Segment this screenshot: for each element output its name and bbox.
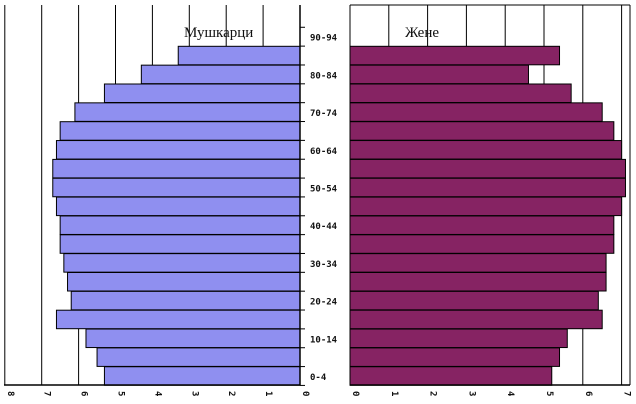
male-bar-80-84 (140, 64, 301, 85)
right-x-tick-label: 3 (466, 391, 476, 396)
male-bar-15-19 (55, 309, 301, 330)
female-bar-65-69 (349, 121, 615, 141)
left-x-tick-label: 5 (116, 391, 126, 396)
right-x-tick-label: 4 (505, 391, 515, 397)
female-bar-25-29 (349, 272, 607, 292)
female-bar-50-54 (349, 177, 626, 198)
male-bar-65-69 (59, 121, 301, 141)
right-x-tick-label: 5 (544, 391, 554, 396)
male-bar-25-29 (67, 272, 301, 292)
male-bar-45-49 (55, 196, 301, 217)
left-x-tick-label: 4 (152, 391, 162, 397)
left-x-tick-labels: 8 7 6 5 4 3 2 1 0 (5, 391, 310, 397)
male-bar-35-39 (59, 234, 301, 254)
age-group-label: 50-54 (310, 185, 338, 195)
female-bar-70-74 (349, 102, 603, 122)
male-bar-30-34 (63, 253, 301, 273)
right-x-tick-label: 0 (350, 391, 360, 396)
female-bar-80-84 (349, 64, 529, 85)
female-series (349, 45, 626, 386)
female-bar-55-59 (349, 158, 626, 179)
female-bar-15-19 (349, 309, 603, 330)
axes (4, 4, 631, 386)
female-bar-0-4 (349, 366, 553, 386)
left-x-tick-label: 0 (300, 391, 310, 396)
left-x-tick-label: 2 (226, 391, 236, 396)
age-group-label: 0-4 (310, 373, 327, 383)
female-bar-30-34 (349, 253, 607, 273)
age-group-label: 90-94 (310, 34, 338, 44)
left-x-tick-label: 7 (42, 391, 52, 396)
right-x-tick-label: 7 (622, 391, 632, 396)
left-x-tick-label: 1 (263, 391, 273, 396)
right-x-tick-label: 1 (389, 391, 399, 396)
female-bar-35-39 (349, 234, 615, 254)
right-x-tick-labels: 0 1 2 3 4 5 6 7 (350, 391, 632, 397)
female-bar-75-79 (349, 83, 572, 103)
right-x-tick-label: 2 (428, 391, 438, 396)
male-bar-75-79 (103, 83, 301, 103)
female-bar-40-44 (349, 215, 615, 235)
male-bar-20-24 (70, 290, 301, 311)
age-group-label: 10-14 (310, 335, 338, 345)
male-bar-5-9 (96, 347, 301, 367)
male-bar-85-89 (177, 45, 301, 66)
right-x-tick-label: 6 (583, 391, 593, 396)
age-group-label: 30-34 (310, 260, 338, 270)
age-group-label: 20-24 (310, 298, 338, 308)
female-bar-60-64 (349, 140, 623, 160)
male-bar-55-59 (52, 158, 301, 179)
left-x-tick-label: 8 (5, 391, 15, 396)
left-x-tick-label: 3 (189, 391, 199, 396)
female-bar-5-9 (349, 347, 561, 367)
female-bar-20-24 (349, 290, 599, 311)
male-series (52, 45, 301, 386)
center-age-axis: 0-4 10-14 20-24 30-34 40-44 50-54 60-64 70-74 80… (299, 5, 338, 386)
male-bar-10-14 (85, 328, 301, 349)
male-bar-70-74 (74, 102, 301, 122)
age-group-label: 70-74 (310, 109, 338, 119)
age-group-label: 40-44 (310, 222, 338, 232)
male-bar-0-4 (103, 366, 301, 386)
female-bar-85-89 (349, 45, 561, 66)
female-bar-10-14 (349, 328, 568, 349)
male-bar-50-54 (52, 177, 301, 198)
female-series-title: Жене (405, 25, 439, 41)
age-group-label: 80-84 (310, 71, 338, 81)
female-bar-45-49 (349, 196, 623, 217)
male-series-title: Мушкарци (184, 25, 253, 41)
male-bar-60-64 (55, 140, 301, 160)
left-x-tick-label: 6 (79, 391, 89, 396)
male-bar-40-44 (59, 215, 301, 235)
age-group-label: 60-64 (310, 147, 338, 157)
